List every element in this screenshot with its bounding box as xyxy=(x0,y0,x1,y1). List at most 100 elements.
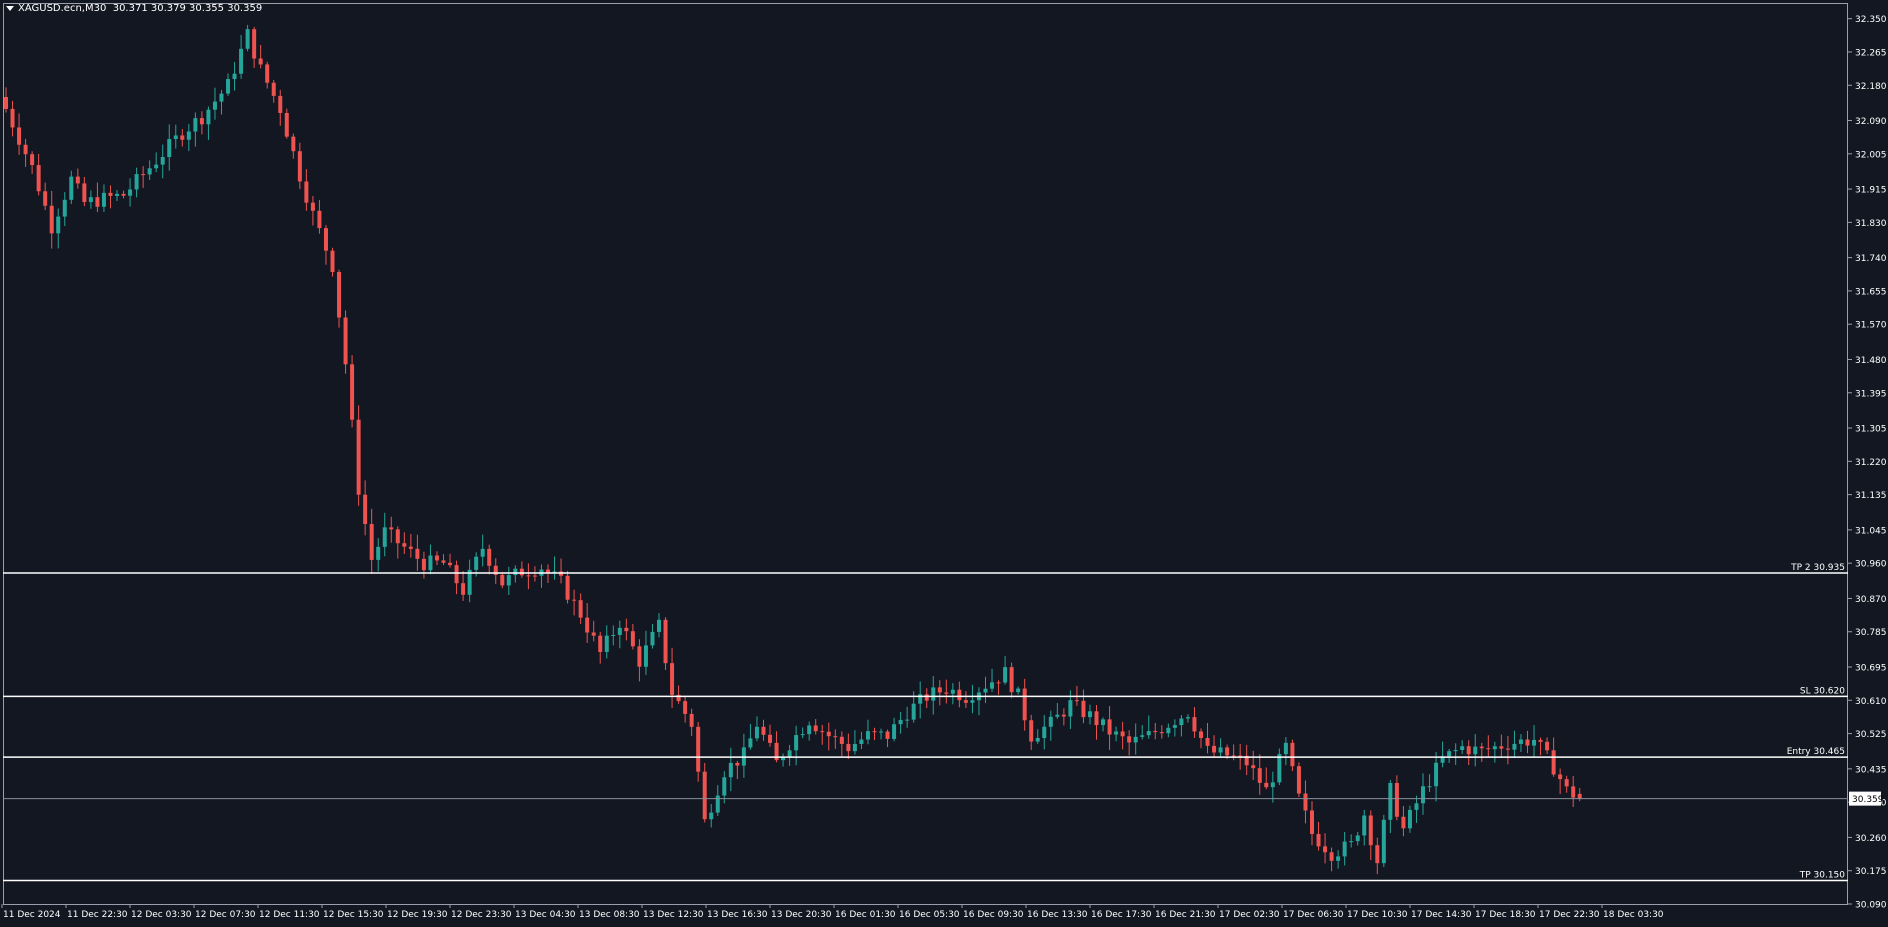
candle-body xyxy=(186,131,191,140)
candle xyxy=(304,169,309,211)
candle-body xyxy=(839,736,844,744)
x-tick-label: 16 Dec 17:30 xyxy=(1091,910,1152,920)
candle xyxy=(147,160,152,181)
plot-border xyxy=(3,3,1848,905)
candle xyxy=(1381,814,1386,868)
candle xyxy=(271,79,276,103)
candle-body xyxy=(768,734,773,743)
candle-body xyxy=(408,546,413,549)
candle xyxy=(839,731,844,757)
candle-body xyxy=(1140,735,1145,737)
candle-body xyxy=(957,689,962,701)
x-tick-label: 12 Dec 15:30 xyxy=(323,910,384,920)
candle xyxy=(585,603,590,643)
candle-body xyxy=(872,731,877,733)
candle xyxy=(1257,754,1262,795)
candle xyxy=(513,565,518,583)
candle-body xyxy=(1453,749,1458,752)
dropdown-triangle-icon[interactable] xyxy=(6,5,14,11)
candle-body xyxy=(1394,782,1399,817)
candle-body xyxy=(519,568,524,576)
candle xyxy=(323,225,328,265)
candle xyxy=(768,724,773,747)
candle-body xyxy=(846,743,851,752)
y-tick-label: 31.570 xyxy=(1855,321,1887,331)
candle-body xyxy=(598,635,603,652)
level-label: SL 30.620 xyxy=(1800,686,1845,696)
candle-body xyxy=(905,719,910,721)
candle xyxy=(154,152,159,173)
candle-body xyxy=(826,731,831,737)
candle xyxy=(970,684,975,714)
candle xyxy=(1022,678,1027,731)
candle xyxy=(539,564,544,588)
candle xyxy=(487,544,492,575)
candle-body xyxy=(578,600,583,618)
x-tick-label: 12 Dec 23:30 xyxy=(451,910,512,920)
x-tick-label: 12 Dec 19:30 xyxy=(387,910,448,920)
y-tick-label: 31.655 xyxy=(1855,287,1887,297)
candle-body xyxy=(702,771,707,820)
candle xyxy=(193,112,198,147)
candle xyxy=(1473,734,1478,767)
candle-body xyxy=(36,165,41,192)
candle-body xyxy=(761,726,766,735)
candle xyxy=(1342,832,1347,866)
candle xyxy=(186,124,191,152)
candle xyxy=(376,538,381,572)
candle-body xyxy=(1368,815,1373,846)
candle xyxy=(885,729,890,748)
candle xyxy=(1198,728,1203,749)
x-tick-label: 12 Dec 11:30 xyxy=(259,910,320,920)
candle-body xyxy=(101,192,106,207)
candle xyxy=(1029,714,1034,750)
candle xyxy=(330,247,335,277)
candle xyxy=(578,593,583,624)
candle-body xyxy=(115,193,120,196)
candle xyxy=(728,747,733,792)
candle xyxy=(180,129,185,147)
candle-body xyxy=(454,565,459,584)
candle-body xyxy=(1107,719,1112,735)
y-tick-label: 30.090 xyxy=(1855,901,1887,911)
candle-body xyxy=(441,560,446,563)
candle-body xyxy=(1218,747,1223,753)
y-tick-label: 32.005 xyxy=(1855,150,1887,160)
candle-body xyxy=(1355,835,1360,842)
candle-body xyxy=(62,199,67,217)
candle xyxy=(905,706,910,728)
candle-body xyxy=(1179,718,1184,726)
candle xyxy=(1303,780,1308,824)
candle xyxy=(1251,750,1256,781)
candle xyxy=(1349,834,1354,848)
candle xyxy=(1244,744,1249,776)
candle-body xyxy=(1120,731,1125,737)
candle xyxy=(787,744,792,766)
candle-body xyxy=(402,543,407,547)
x-tick-label: 16 Dec 05:30 xyxy=(899,910,960,920)
candle xyxy=(735,760,740,780)
candle xyxy=(101,184,106,212)
candle-body xyxy=(1342,841,1347,857)
y-tick-label: 30.610 xyxy=(1855,697,1887,707)
candle xyxy=(297,142,302,190)
candle xyxy=(552,556,557,580)
y-tick-label: 31.480 xyxy=(1855,356,1887,366)
ohlc-values: 30.371 30.379 30.355 30.359 xyxy=(112,3,263,14)
candle-body xyxy=(245,29,250,49)
candle xyxy=(310,196,315,226)
candle xyxy=(617,620,622,649)
candle-body xyxy=(879,731,884,733)
candle-body xyxy=(643,645,648,667)
candle-body xyxy=(1460,746,1465,750)
candle-body xyxy=(532,575,537,577)
candle xyxy=(1153,723,1158,740)
candle-body xyxy=(1564,779,1569,787)
candle-body xyxy=(970,700,975,703)
candle-body xyxy=(1055,714,1060,717)
candle xyxy=(265,61,270,89)
candle xyxy=(1505,735,1510,765)
candle-body xyxy=(108,192,113,196)
